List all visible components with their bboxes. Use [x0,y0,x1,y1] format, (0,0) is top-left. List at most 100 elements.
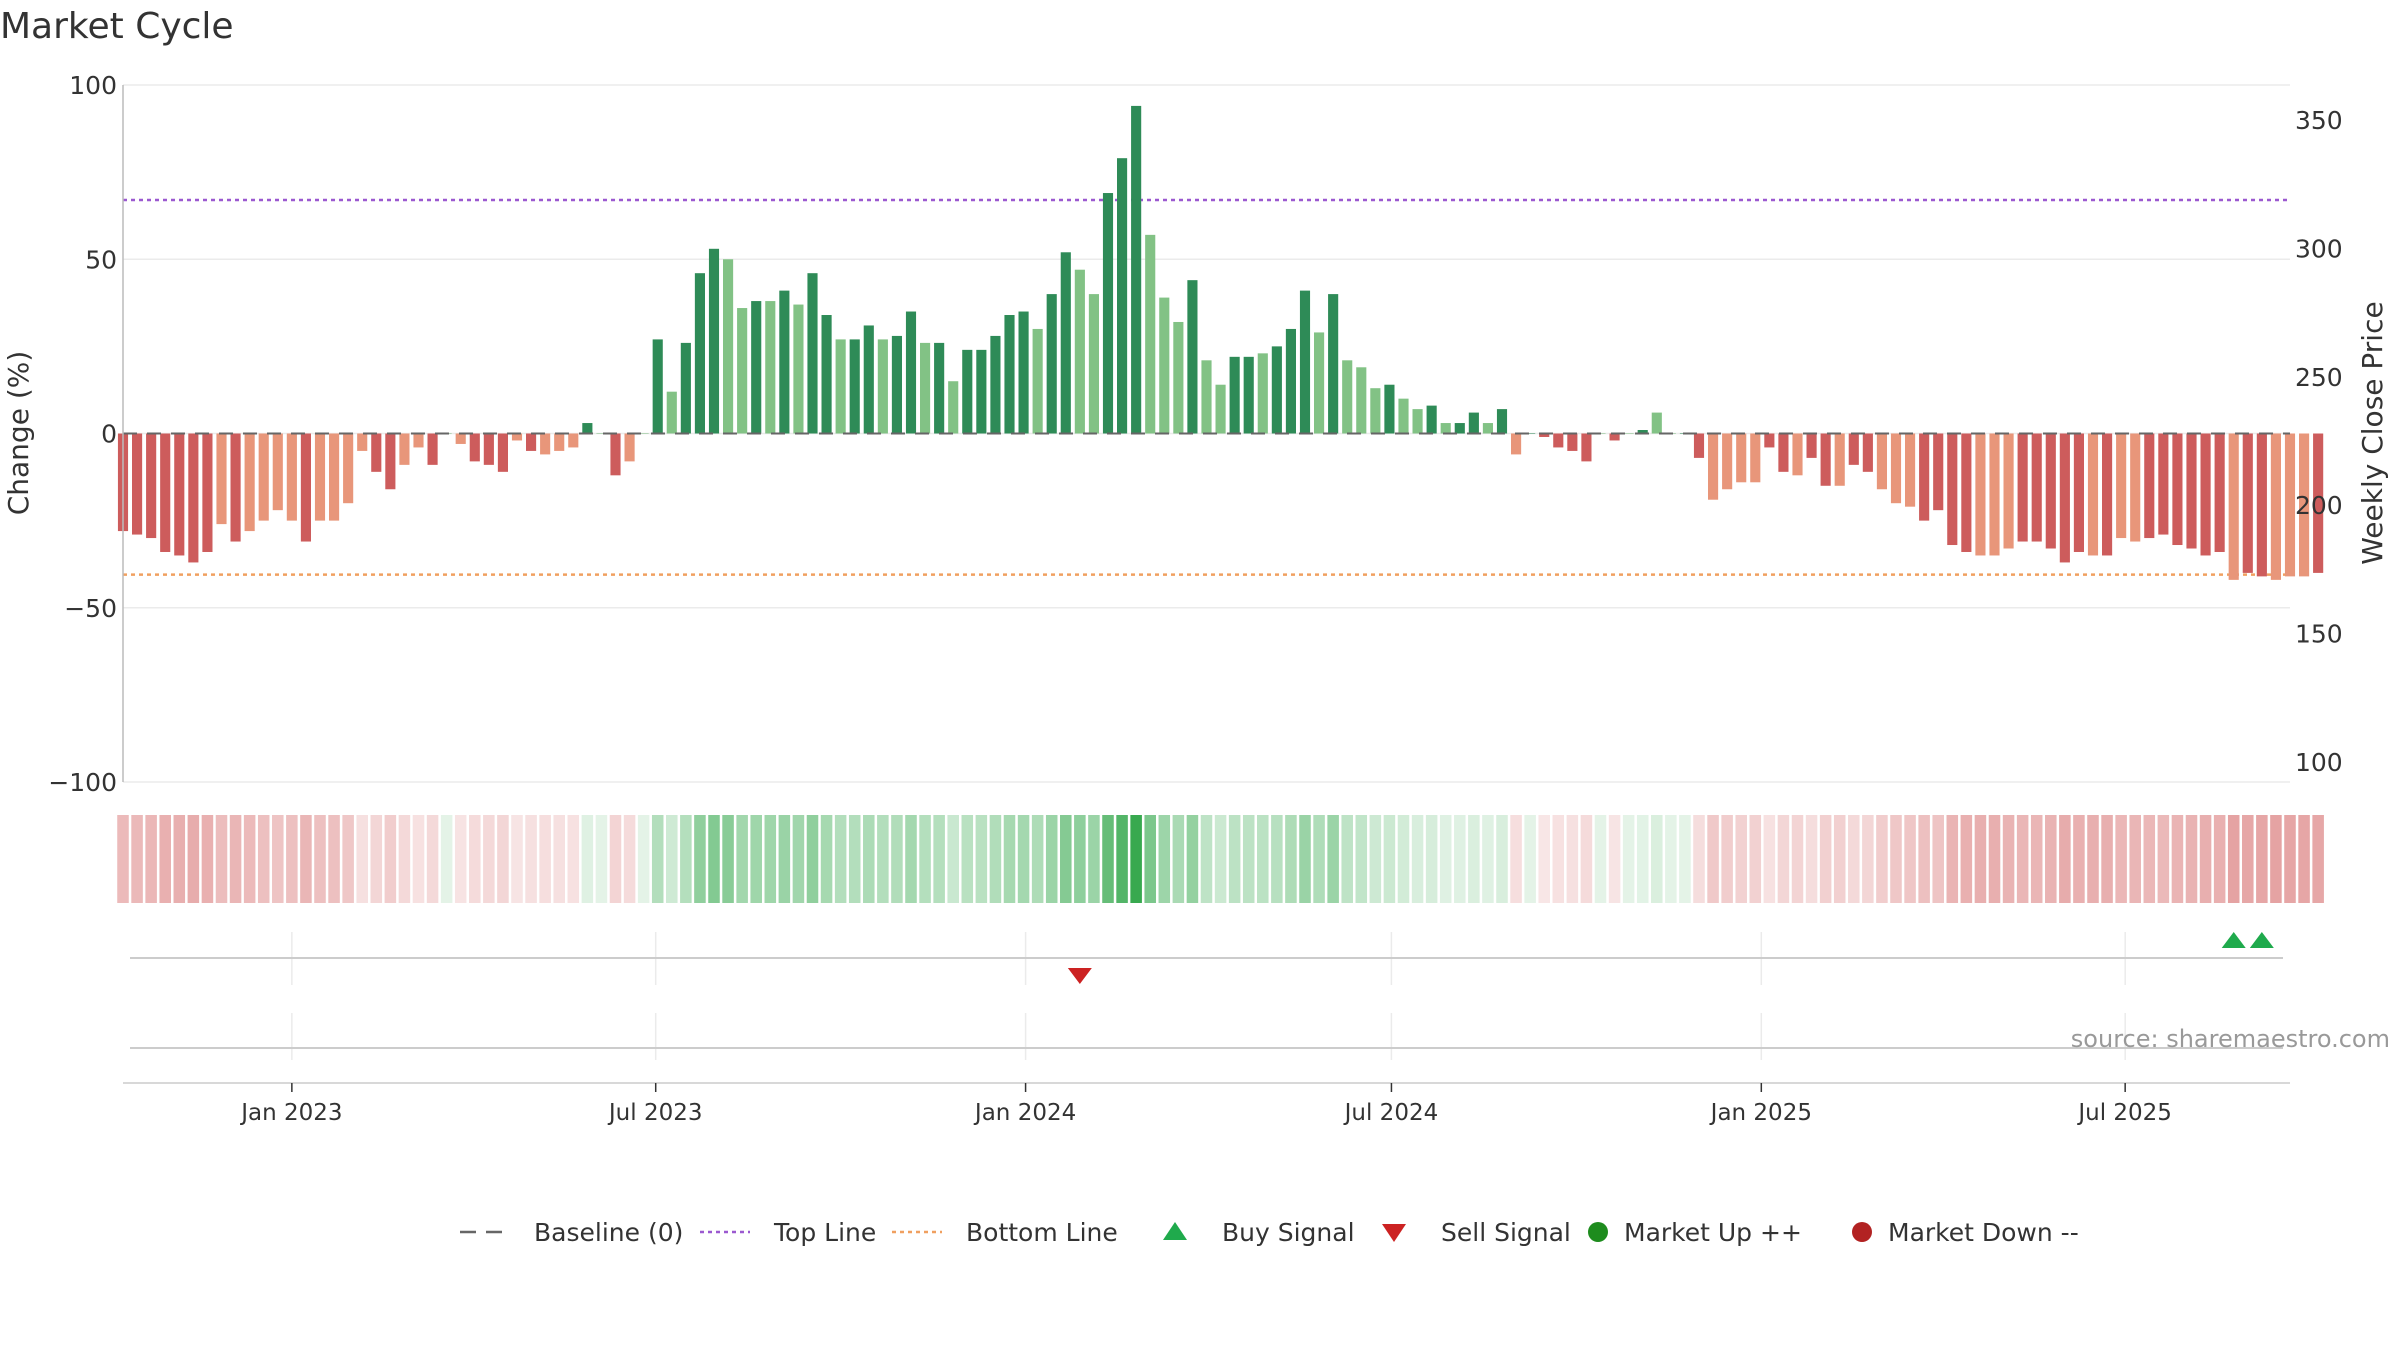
y-tick-label: 50 [85,245,117,274]
y-tick-label: −100 [48,768,117,797]
heat-cell [2045,815,2057,903]
bar [1862,433,1873,472]
heat-cell [863,815,875,903]
heat-cell [947,815,959,903]
heat-cell [1327,815,1339,903]
bar [497,433,508,472]
bar [638,433,649,434]
heat-cell [1693,815,1705,903]
bar [1074,269,1085,434]
bar [905,311,917,434]
bar [751,301,762,434]
heat-cell [469,815,481,903]
bar [1708,433,1719,500]
bar [1299,290,1311,434]
bar [244,433,255,532]
heat-cell [1665,815,1677,903]
bar [863,325,874,434]
bar [1806,433,1817,458]
bar [554,433,565,451]
bar [258,433,269,521]
heat-cell [2073,815,2085,903]
bar [1412,409,1423,434]
heat-cell [553,815,565,903]
bar [779,290,790,434]
legend: Baseline (0) Top Line Bottom Line Buy Signa… [460,1218,2079,1247]
signal-panel [130,932,2283,1060]
heat-cell [497,815,509,903]
bar [1919,433,1930,521]
bar [765,301,776,434]
heat-cell [2227,815,2240,903]
bar [877,339,888,434]
bar [2045,433,2056,549]
bar [1961,433,1972,552]
legend-item: Market Up ++ [1588,1218,1802,1247]
heat-cell [1116,815,1128,903]
heat-cell [356,815,368,903]
heat-cell [1074,815,1086,903]
heat-cell [243,815,256,903]
bar [1525,433,1536,434]
bar [413,433,424,448]
bar [1285,328,1296,434]
heat-cell [1805,815,1818,903]
bar [2102,433,2113,556]
bar [1314,332,1325,434]
heat-cell [1594,815,1607,903]
heat-cell [1454,815,1466,903]
heat-cell [820,815,833,903]
y-tick-label: 0 [101,420,117,449]
heat-cell [877,815,889,903]
heat-cell [1580,815,1593,903]
bar [1215,384,1226,434]
bar [1356,367,1367,434]
bar [1159,297,1170,434]
heat-cell [792,815,805,903]
bar [1468,412,1479,434]
heat-cell [989,815,1002,903]
bar [1370,388,1381,434]
heat-cell [1214,815,1227,903]
bar [1496,409,1508,434]
bar [1243,356,1254,434]
bar [1890,433,1902,504]
heat-cell [1721,815,1733,903]
bar [399,433,410,465]
heat-cell [1425,815,1438,903]
heat-cell [1904,815,1916,903]
heat-cell [1439,815,1452,903]
legend-item: Top Line [700,1218,876,1247]
heat-cell [145,815,157,903]
bar [2186,433,2197,549]
bar [1933,433,1944,511]
heat-cell [1088,815,1100,903]
x-tick-label: Jul 2023 [607,1100,703,1126]
heat-cell [525,815,537,903]
heat-cell [1341,815,1353,903]
y2-tick-label: 100 [2295,748,2343,777]
legend-triangle-down-icon [1382,1224,1406,1242]
heat-cell [1679,815,1691,903]
heat-cell [2298,815,2310,903]
bar [1609,433,1620,441]
y2-axis-label: Weekly Close Price [2356,301,2389,564]
bar [1342,360,1353,434]
bar [2158,433,2169,535]
bar [286,433,297,521]
heat-cell [1003,815,1016,903]
heat-cell [1988,815,2001,903]
heat-cell [1608,815,1621,903]
heat-cell [2213,815,2226,903]
heat-cell [117,815,129,903]
bar [1848,433,1859,465]
bar [2116,433,2127,539]
heat-cell [2256,815,2268,903]
x-tick-label: Jan 2023 [239,1100,342,1126]
heat-cell [1819,815,1832,903]
bar [2144,433,2155,539]
bar [2256,433,2267,577]
heat-cell [1876,815,1888,903]
heat-strip [117,815,2324,903]
legend-label: Baseline (0) [534,1218,683,1247]
